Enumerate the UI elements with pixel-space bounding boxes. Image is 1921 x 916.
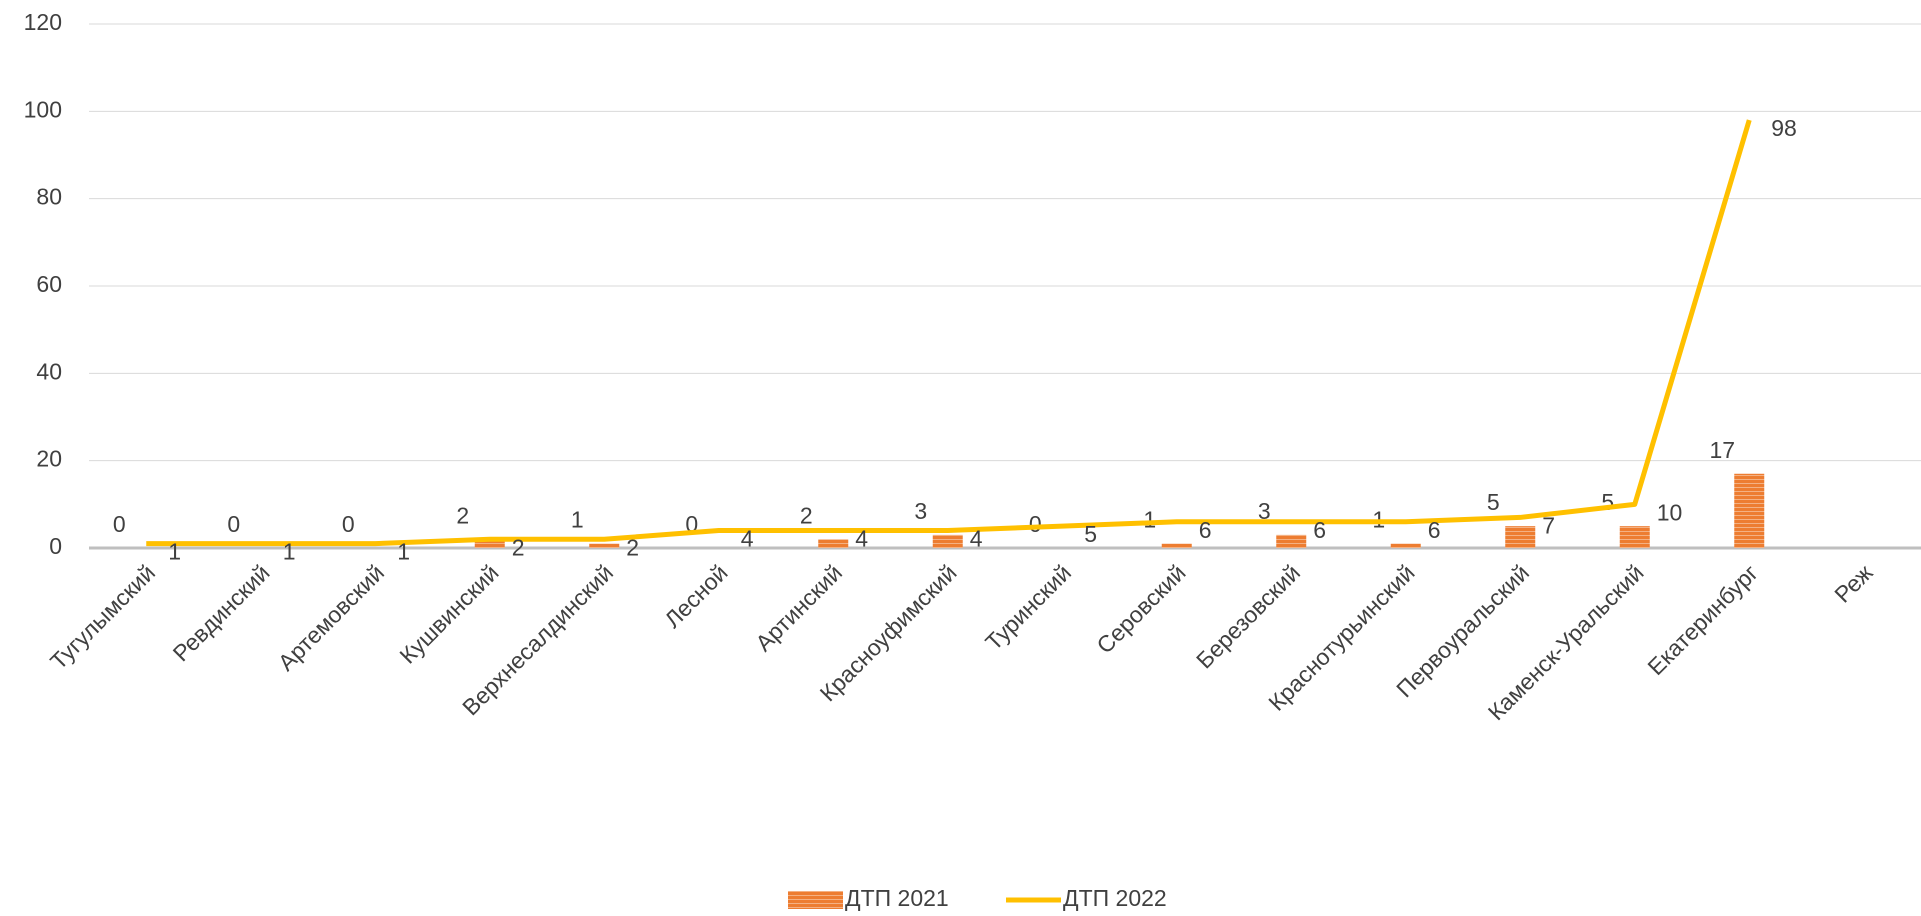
y-tick-label: 20 — [36, 446, 62, 472]
x-tick-label: Артинский — [750, 559, 847, 656]
bar — [474, 539, 505, 548]
line-value-label: 4 — [741, 526, 754, 552]
bar-value-label: 2 — [456, 502, 469, 528]
x-tick-label: Серовский — [1091, 559, 1190, 658]
bar — [1276, 534, 1307, 548]
line-value-label: 6 — [1428, 517, 1441, 543]
bar-value-label: 5 — [1601, 489, 1614, 515]
bar-value-label: 3 — [914, 498, 927, 524]
line-value-label: 2 — [512, 534, 525, 560]
bar — [1161, 543, 1192, 548]
x-tick-label: Ревдинский — [168, 559, 275, 666]
x-tick-label: Артемовский — [273, 559, 389, 675]
bar-value-label: 0 — [113, 511, 126, 537]
line-value-label: 10 — [1657, 499, 1683, 525]
y-tick-label: 0 — [49, 533, 62, 559]
line — [146, 119, 1752, 547]
x-tick-label: Кушвинский — [394, 559, 503, 668]
bar-value-label: 3 — [1258, 498, 1271, 524]
x-tick-label: Туринский — [980, 559, 1076, 655]
x-tick-label: Березовский — [1191, 559, 1305, 673]
line-value-label: 6 — [1199, 517, 1212, 543]
x-tick-label: Реж — [1829, 559, 1878, 608]
bar — [1734, 473, 1765, 548]
bar — [589, 543, 620, 548]
y-tick-label: 100 — [24, 96, 62, 122]
bar-value-label: 0 — [227, 511, 240, 537]
line-value-label: 7 — [1542, 513, 1555, 539]
bar-value-label: 2 — [800, 502, 813, 528]
line-value-label: 1 — [168, 539, 181, 565]
bar-value-label: 1 — [571, 507, 584, 533]
bar-value-label: 0 — [1029, 511, 1042, 537]
bar — [1505, 526, 1536, 548]
x-tick-label: Лесной — [659, 559, 732, 632]
bar-value-label: 1 — [1143, 507, 1156, 533]
legend-label: ДТП 2021 — [845, 885, 949, 911]
bar — [1619, 526, 1650, 548]
bar — [818, 539, 849, 548]
line-value-label: 98 — [1771, 115, 1797, 141]
y-tick-label: 80 — [36, 184, 62, 210]
x-tick-label: Тугулымский — [45, 559, 160, 674]
bar — [1390, 543, 1421, 548]
bar-value-label: 17 — [1709, 437, 1735, 463]
y-tick-label: 60 — [36, 271, 62, 297]
legend-swatch — [788, 891, 843, 909]
y-tick-label: 40 — [36, 358, 62, 384]
bar-value-label: 5 — [1487, 489, 1500, 515]
line-value-label: 4 — [855, 526, 868, 552]
line-value-label: 1 — [397, 539, 410, 565]
line-value-label: 2 — [626, 534, 639, 560]
legend-label: ДТП 2022 — [1063, 885, 1167, 911]
line-value-label: 6 — [1313, 517, 1326, 543]
line-value-label: 5 — [1084, 521, 1097, 547]
x-tick-label: Екатеринбург — [1642, 559, 1763, 680]
line-value-label: 4 — [970, 526, 983, 552]
y-tick-label: 120 — [24, 9, 62, 35]
bar — [932, 534, 963, 548]
line-value-label: 1 — [283, 539, 296, 565]
bar-value-label: 0 — [342, 511, 355, 537]
